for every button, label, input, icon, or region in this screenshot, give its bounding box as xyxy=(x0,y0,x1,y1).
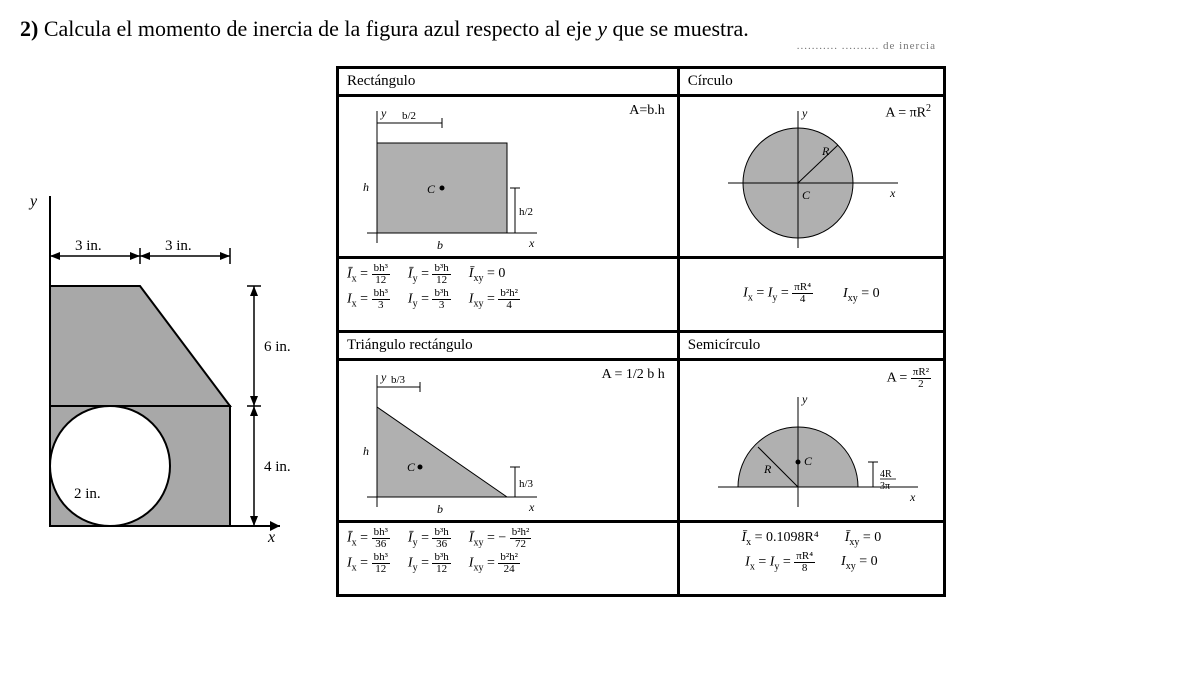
formulas-circle: Ix = Iy = πR⁴4 Ixy = 0 xyxy=(678,258,944,332)
svg-text:C: C xyxy=(804,454,813,468)
formulas-semi: Īx = 0.1098R⁴ Īxy = 0 Ix = Iy = πR⁴8 Ixy… xyxy=(678,522,944,596)
hdr-semi: Semicírculo xyxy=(678,332,944,360)
svg-text:b/2: b/2 xyxy=(402,110,416,122)
svg-text:h: h xyxy=(363,444,369,458)
question-number: 2) xyxy=(20,16,38,41)
svg-text:x: x xyxy=(528,236,535,250)
problem-figure: y x 2 in. 3 in. 3 in. xyxy=(20,186,300,546)
svg-text:C: C xyxy=(407,460,416,474)
formula-table: Rectángulo Círculo A=b.h y x C xyxy=(336,66,946,597)
dim-right-lower: 4 in. xyxy=(264,459,291,475)
svg-text:y: y xyxy=(801,392,808,406)
question-body: Calcula el momento de inercia de la figu… xyxy=(44,16,592,41)
svg-text:x: x xyxy=(909,490,916,504)
question-axis: y xyxy=(597,16,607,41)
svg-text:b: b xyxy=(437,502,443,516)
area-rect: A=b.h xyxy=(629,103,665,119)
svg-text:h/3: h/3 xyxy=(519,478,534,490)
svg-text:x: x xyxy=(528,500,535,514)
svg-text:4R: 4R xyxy=(880,469,892,480)
tri-svg: y x C b/3 h/3 xyxy=(347,367,547,517)
svg-text:b: b xyxy=(437,238,443,252)
diagram-semi: A = πR²2 y x R C xyxy=(678,360,944,522)
svg-text:x: x xyxy=(889,186,896,200)
rect-svg: y x C b/2 xyxy=(347,103,547,253)
svg-text:y: y xyxy=(380,370,387,384)
diagram-tri: A = 1/2 b h y x C b/3 xyxy=(338,360,679,522)
question-text: 2) Calcula el momento de inercia de la f… xyxy=(20,16,1174,42)
dim-right-upper: 6 in. xyxy=(264,339,291,355)
area-tri: A = 1/2 b h xyxy=(602,367,665,383)
hdr-circle: Círculo xyxy=(678,68,944,96)
hdr-rect: Rectángulo xyxy=(338,68,679,96)
semi-svg: y x R C 4R 3π xyxy=(688,367,938,517)
svg-text:h/2: h/2 xyxy=(519,206,533,218)
hdr-tri: Triángulo rectángulo xyxy=(338,332,679,360)
content-row: y x 2 in. 3 in. 3 in. xyxy=(20,66,1174,597)
svg-text:h: h xyxy=(363,180,369,194)
clipped-header-text: ........... .......... de inercia xyxy=(797,40,936,52)
axis-x-label: x xyxy=(267,529,275,546)
svg-text:C: C xyxy=(802,188,811,202)
circle-radius-label: 2 in. xyxy=(74,486,101,502)
svg-text:R: R xyxy=(821,144,830,158)
diagram-circle: A = πR2 y x R C xyxy=(678,96,944,258)
diagram-rect: A=b.h y x C b/2 xyxy=(338,96,679,258)
formula-table-wrap: ........... .......... de inercia Rectán… xyxy=(336,66,946,597)
svg-text:R: R xyxy=(763,462,772,476)
svg-text:y: y xyxy=(380,106,387,120)
svg-text:y: y xyxy=(801,106,808,120)
dim-top-left: 3 in. xyxy=(75,238,102,254)
svg-text:3π: 3π xyxy=(880,481,890,492)
axis-y-label: y xyxy=(28,193,38,210)
formulas-tri: Īx = bh³36 Īy = b³h36 Īxy = − b²h²72 Ix … xyxy=(338,522,679,596)
formulas-rect: Īx = bh³12 Īy = b³h12 Īxy = 0 Ix = bh³3 … xyxy=(338,258,679,332)
svg-text:b/3: b/3 xyxy=(391,374,406,386)
svg-text:C: C xyxy=(427,182,436,196)
circle-svg: y x R C xyxy=(688,103,918,253)
question-body-after: que se muestra. xyxy=(613,16,749,41)
dim-top-right: 3 in. xyxy=(165,238,192,254)
figure-svg: y x 2 in. 3 in. 3 in. xyxy=(20,186,300,546)
